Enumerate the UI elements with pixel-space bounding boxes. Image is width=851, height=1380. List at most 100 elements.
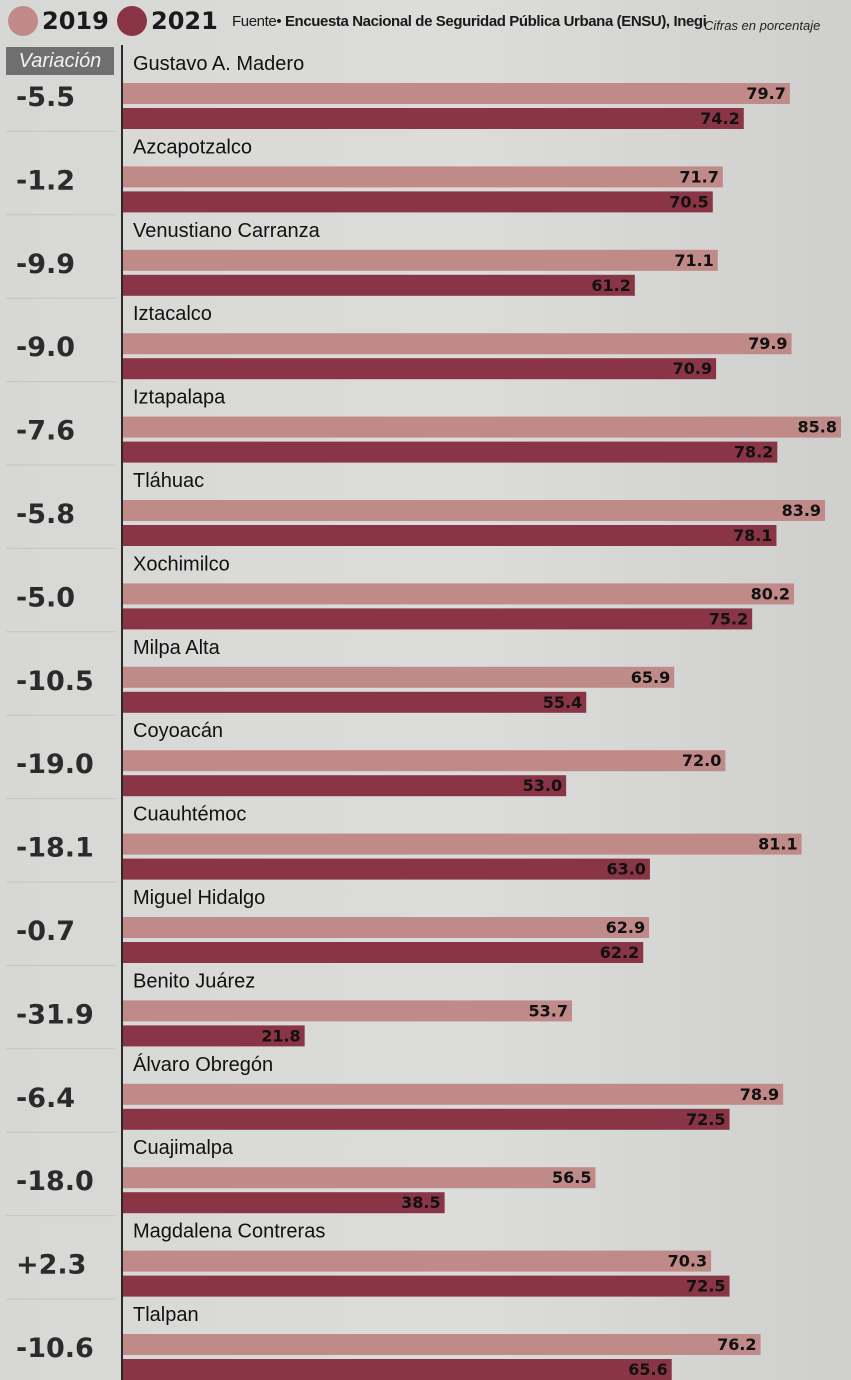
- value-label-2021: 55.4: [543, 693, 582, 712]
- legend-swatch-2019: [8, 6, 38, 36]
- bar-2019: [122, 166, 723, 188]
- bar-2019: [122, 1250, 712, 1272]
- district-label: Milpa Alta: [133, 637, 221, 659]
- source-prefix: Fuente: [232, 13, 277, 30]
- bar-2021: [122, 358, 717, 380]
- bar-2019: [122, 500, 826, 521]
- district-label: Venustiano Carranza: [133, 220, 321, 242]
- value-label-2019: 71.1: [674, 251, 713, 270]
- bar-2021: [122, 608, 753, 630]
- bar-2019: [122, 416, 841, 438]
- variation-label: -9.9: [16, 249, 75, 280]
- value-label-2021: 38.5: [401, 1193, 440, 1212]
- variation-header: Variación: [6, 47, 114, 75]
- value-label-2019: 62.9: [606, 918, 645, 937]
- variation-label: -1.2: [16, 165, 75, 196]
- district-label: Iztacalco: [133, 303, 212, 325]
- bar-2019: [122, 333, 792, 355]
- legend-item-2021: 2021: [117, 6, 218, 36]
- value-label-2019: 76.2: [717, 1335, 756, 1354]
- bar-2021: [122, 1359, 672, 1380]
- bar-2021: [122, 1275, 730, 1297]
- value-label-2021: 21.8: [261, 1026, 300, 1045]
- bar-2019: [122, 1334, 761, 1355]
- bar-2021: [122, 691, 587, 713]
- value-label-2019: 81.1: [758, 835, 797, 854]
- value-label-2021: 75.2: [709, 609, 748, 628]
- district-label: Gustavo A. Madero: [133, 53, 304, 75]
- value-label-2019: 80.2: [751, 584, 790, 603]
- bar-2021: [122, 441, 778, 463]
- bar-2019: [122, 750, 726, 772]
- value-label-2021: 78.2: [734, 443, 773, 462]
- bar-2021: [122, 1025, 305, 1047]
- bar-2019: [122, 833, 802, 855]
- district-label: Coyoacán: [133, 720, 223, 742]
- variation-label: -10.6: [16, 1333, 94, 1364]
- bar-2021: [122, 1192, 445, 1214]
- district-label: Xochimilco: [133, 553, 230, 575]
- variation-label: -31.9: [16, 999, 94, 1030]
- bar-2019: [122, 1167, 596, 1189]
- legend: 2019 2021 Fuente• Encuesta Nacional de S…: [0, 0, 851, 42]
- value-label-2021: 74.2: [700, 109, 739, 128]
- variation-label: +2.3: [16, 1250, 86, 1281]
- bar-2021: [122, 942, 644, 963]
- value-label-2021: 62.2: [600, 943, 639, 962]
- variation-label: -5.0: [16, 582, 75, 613]
- legend-label-2021: 2021: [151, 7, 218, 35]
- source-note: Fuente• Encuesta Nacional de Seguridad P…: [232, 13, 707, 30]
- variation-label: -0.7: [16, 916, 75, 947]
- bar-2019: [122, 83, 790, 104]
- value-label-2019: 53.7: [529, 1001, 568, 1020]
- district-label: Cuauhtémoc: [133, 804, 246, 826]
- district-label: Magdalena Contreras: [133, 1221, 325, 1243]
- variation-label: -19.0: [16, 749, 94, 780]
- district-label: Azcapotzalco: [133, 136, 252, 158]
- bar-2021: [122, 108, 744, 129]
- bar-2019: [122, 1000, 573, 1022]
- district-label: Miguel Hidalgo: [133, 887, 265, 909]
- variation-label: -10.5: [16, 666, 94, 697]
- value-label-2021: 78.1: [733, 526, 772, 545]
- bar-2019: [122, 917, 650, 938]
- variation-label: -6.4: [16, 1083, 75, 1114]
- district-label: Benito Juárez: [133, 970, 255, 992]
- variation-label: -5.8: [16, 499, 75, 530]
- value-label-2021: 65.6: [628, 1360, 667, 1379]
- value-label-2019: 65.9: [631, 668, 670, 687]
- variation-label: -7.6: [16, 416, 75, 447]
- value-label-2019: 71.7: [679, 167, 718, 186]
- value-label-2021: 61.2: [591, 276, 630, 295]
- value-label-2019: 83.9: [782, 501, 821, 520]
- category-axis-line: [121, 45, 123, 1380]
- variation-label: -18.0: [16, 1166, 94, 1197]
- value-label-2019: 79.9: [748, 334, 787, 353]
- value-label-2021: 70.5: [669, 192, 708, 211]
- value-label-2019: 79.7: [746, 84, 785, 103]
- variation-label: -5.5: [16, 82, 75, 113]
- district-label: Tlalpan: [133, 1304, 199, 1326]
- district-label: Álvaro Obregón: [133, 1053, 273, 1076]
- value-label-2019: 85.8: [798, 418, 837, 437]
- bar-2021: [122, 525, 777, 546]
- bar-2021: [122, 858, 650, 880]
- source-bullet-icon: •: [276, 13, 282, 30]
- value-label-2019: 78.9: [740, 1085, 779, 1104]
- bar-2021: [122, 775, 567, 797]
- bar-2019: [122, 249, 718, 271]
- value-label-2021: 72.5: [686, 1277, 725, 1296]
- legend-swatch-2021: [117, 6, 147, 36]
- source-text: Encuesta Nacional de Seguridad Pública U…: [284, 13, 707, 30]
- bar-2021: [122, 1108, 730, 1130]
- legend-item-2019: 2019: [8, 6, 109, 36]
- variation-label: -18.1: [16, 833, 94, 864]
- district-label: Iztapalapa: [133, 387, 226, 409]
- variation-label: -9.0: [16, 332, 75, 363]
- bar-2021: [122, 191, 713, 213]
- value-label-2019: 56.5: [552, 1168, 591, 1187]
- value-label-2021: 53.0: [523, 776, 562, 795]
- bar-2019: [122, 583, 795, 605]
